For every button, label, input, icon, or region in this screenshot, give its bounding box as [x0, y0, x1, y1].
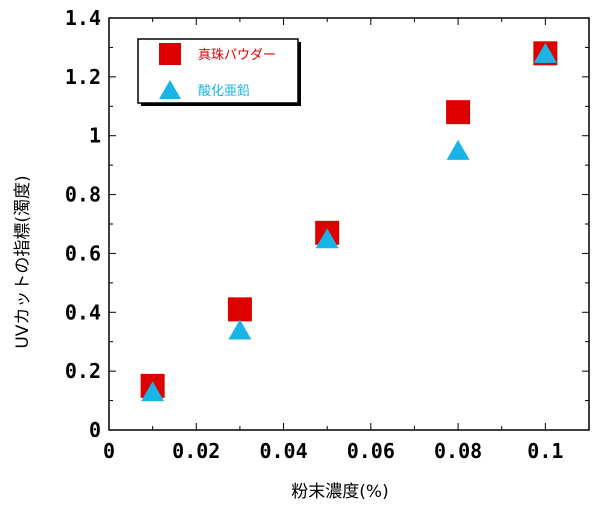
x-tick-label: 0.08: [434, 439, 482, 463]
y-tick-label: 1.2: [65, 65, 101, 89]
x-axis-title: 粉末濃度(%): [291, 482, 388, 502]
point-pearl-powder: [446, 100, 471, 125]
x-tick-labels: 0 0.02 0.04 0.06 0.08 0.1: [103, 439, 563, 463]
legend-marker-pearl-square: [159, 43, 181, 65]
y-tick-label: 0: [89, 418, 101, 442]
point-zinc-oxide: [315, 228, 339, 249]
data-marks: [140, 41, 558, 402]
legend: 真珠パウダー 酸化亜鉛: [137, 38, 301, 106]
x-tick-label: 0.06: [347, 439, 395, 463]
x-tick-label: 0.1: [527, 439, 563, 463]
y-axis-title: UVカットの指標(濁度): [13, 175, 33, 348]
y-tick-label: 0.4: [65, 300, 101, 324]
y-tick-label: 0.2: [65, 359, 101, 383]
point-pearl-powder: [227, 297, 252, 322]
legend-label-pearl-powder: 真珠パウダー: [198, 48, 276, 63]
point-zinc-oxide: [141, 381, 165, 402]
x-tick-label: 0: [103, 439, 115, 463]
y-tick-labels: 0 0.2 0.4 0.6 0.8 1 1.2 1.4: [65, 6, 101, 442]
y-tick-label: 0.8: [65, 183, 101, 207]
legend-marker-zinc-triangle: [159, 80, 181, 99]
point-zinc-oxide: [446, 139, 470, 160]
y-tick-label: 1.4: [65, 6, 101, 30]
point-zinc-oxide: [533, 42, 557, 63]
x-tick-label: 0.04: [259, 439, 307, 463]
y-tick-label: 1: [89, 124, 101, 148]
y-tick-label: 0.6: [65, 241, 101, 265]
axis-ticks: [108, 17, 589, 431]
x-tick-label: 0.02: [172, 439, 220, 463]
point-zinc-oxide: [228, 319, 252, 340]
legend-label-zinc-oxide: 酸化亜鉛: [198, 84, 250, 99]
